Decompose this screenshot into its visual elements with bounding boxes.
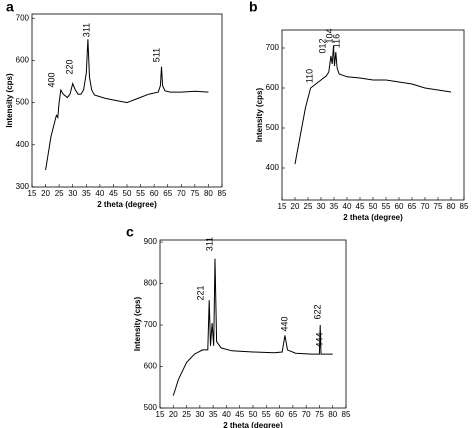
x-tick-label: 85	[460, 202, 469, 211]
x-tick-label: 50	[123, 189, 132, 198]
peak-label: 440	[279, 316, 289, 331]
y-tick-label: 400	[266, 163, 280, 172]
y-tick-label: 500	[16, 98, 30, 107]
x-tick-label: 65	[408, 202, 417, 211]
x-tick-label: 25	[304, 202, 313, 211]
x-tick-label: 80	[328, 410, 337, 419]
x-tick-label: 40	[343, 202, 352, 211]
y-tick-label: 300	[16, 182, 30, 191]
x-tick-label: 35	[209, 410, 218, 419]
x-tick-label: 80	[447, 202, 456, 211]
peak-label: 012	[317, 38, 327, 53]
x-tick-label: 85	[218, 189, 227, 198]
x-tick-label: 75	[434, 202, 443, 211]
peak-label: 311	[204, 237, 214, 251]
x-tick-label: 80	[204, 189, 213, 198]
y-tick-label: 700	[144, 320, 158, 329]
panel-label: c	[126, 224, 134, 240]
peak-label: 511	[151, 48, 161, 62]
x-tick-label: 60	[395, 202, 404, 211]
peak-label: 116	[331, 34, 341, 48]
x-tick-label: 45	[235, 410, 244, 419]
x-tick-label: 20	[41, 189, 50, 198]
y-tick-label: 700	[16, 13, 30, 22]
x-tick-label: 45	[356, 202, 365, 211]
peak-label: 221	[195, 285, 205, 300]
x-tick-label: 75	[315, 410, 324, 419]
y-axis-label: Intensity (cps)	[133, 297, 142, 352]
x-tick-label: 15	[156, 410, 165, 419]
x-tick-label: 15	[28, 189, 37, 198]
panel-label: b	[249, 0, 258, 15]
x-tick-label: 70	[421, 202, 430, 211]
x-tick-label: 70	[177, 189, 186, 198]
x-tick-label: 65	[288, 410, 297, 419]
x-tick-label: 85	[342, 410, 351, 419]
x-tick-label: 15	[278, 202, 287, 211]
x-tick-label: 50	[369, 202, 378, 211]
x-tick-label: 35	[82, 189, 91, 198]
peak-label: 104	[324, 28, 334, 43]
data-line	[172, 258, 333, 396]
peak-label: 400	[46, 72, 56, 87]
x-tick-label: 20	[169, 410, 178, 419]
x-tick-label: 30	[195, 410, 204, 419]
x-tick-label: 60	[150, 189, 159, 198]
x-axis-label: 2 theta (degree)	[97, 200, 157, 209]
plot-frame	[281, 29, 465, 201]
x-tick-label: 60	[275, 410, 284, 419]
plot-frame	[31, 13, 223, 188]
x-tick-label: 30	[317, 202, 326, 211]
data-line	[294, 45, 452, 165]
data-line	[45, 39, 209, 171]
x-tick-label: 25	[182, 410, 191, 419]
x-axis-label: 2 theta (degree)	[223, 421, 283, 428]
peak-label: 622	[312, 304, 322, 319]
y-tick-label: 500	[144, 403, 158, 412]
x-tick-label: 70	[302, 410, 311, 419]
y-tick-label: 800	[144, 279, 158, 288]
x-tick-label: 55	[262, 410, 271, 419]
y-axis-label: Intensity (cps)	[255, 88, 264, 143]
panel-label: a	[6, 0, 14, 15]
x-tick-label: 40	[222, 410, 231, 419]
peak-label: 110	[304, 69, 314, 83]
x-tick-label: 65	[163, 189, 172, 198]
x-tick-label: 35	[330, 202, 339, 211]
x-tick-label: 55	[382, 202, 391, 211]
peak-label: 311	[81, 23, 91, 37]
x-tick-label: 45	[109, 189, 118, 198]
x-tick-label: 30	[68, 189, 77, 198]
y-tick-label: 900	[144, 237, 158, 246]
x-tick-label: 20	[291, 202, 300, 211]
x-tick-label: 50	[249, 410, 258, 419]
y-tick-label: 600	[144, 362, 158, 371]
y-tick-label: 600	[266, 83, 280, 92]
x-tick-label: 55	[136, 189, 145, 198]
plot-frame	[159, 239, 347, 409]
x-tick-label: 40	[95, 189, 104, 198]
y-tick-label: 600	[16, 56, 30, 65]
y-tick-label: 500	[266, 123, 280, 132]
x-tick-label: 25	[55, 189, 64, 198]
peak-label: 220	[64, 59, 74, 74]
x-tick-label: 75	[190, 189, 199, 198]
y-tick-label: 700	[266, 43, 280, 52]
peak-label: 444	[314, 332, 324, 347]
x-axis-label: 2 theta (degree)	[343, 213, 403, 222]
y-tick-label: 400	[16, 140, 30, 149]
y-axis-label: Intensity (cps)	[5, 73, 14, 128]
